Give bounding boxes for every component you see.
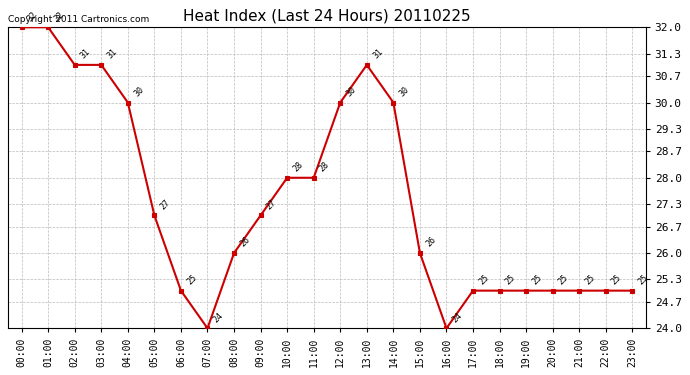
Text: 31: 31 [371,47,384,61]
Text: 25: 25 [584,273,597,286]
Text: 32: 32 [52,10,66,23]
Title: Heat Index (Last 24 Hours) 20110225: Heat Index (Last 24 Hours) 20110225 [183,8,471,23]
Text: 25: 25 [637,273,650,286]
Text: 30: 30 [344,85,358,98]
Text: 24: 24 [212,310,225,324]
Text: 27: 27 [159,198,172,211]
Text: 31: 31 [79,47,92,61]
Text: 26: 26 [238,236,252,249]
Text: 30: 30 [132,85,146,98]
Text: 28: 28 [318,160,331,174]
Text: 25: 25 [610,273,623,286]
Text: 27: 27 [265,198,278,211]
Text: 32: 32 [26,10,39,23]
Text: 24: 24 [451,310,464,324]
Text: 25: 25 [185,273,199,286]
Text: 25: 25 [477,273,491,286]
Text: 28: 28 [291,160,305,174]
Text: 30: 30 [397,85,411,98]
Text: 31: 31 [106,47,119,61]
Text: 25: 25 [504,273,518,286]
Text: 25: 25 [531,273,544,286]
Text: Copyright 2011 Cartronics.com: Copyright 2011 Cartronics.com [8,15,150,24]
Text: 26: 26 [424,236,437,249]
Text: 25: 25 [557,273,571,286]
